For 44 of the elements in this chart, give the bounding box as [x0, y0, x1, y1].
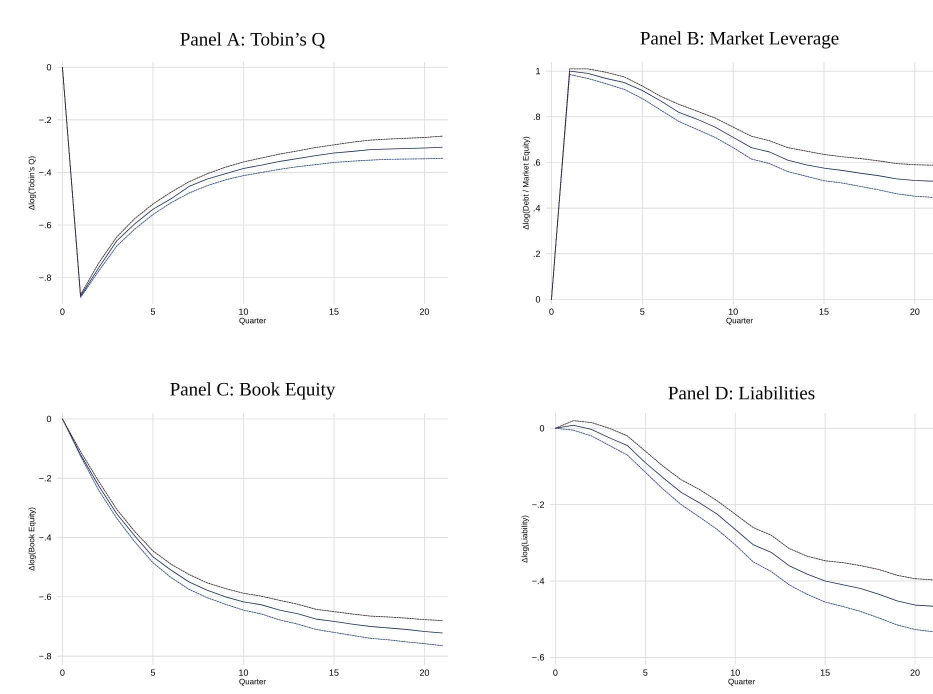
- x-tick-label: 15: [330, 670, 339, 676]
- y-tick-label: .8: [534, 114, 540, 120]
- x-tick-label: 10: [730, 670, 740, 676]
- x-tick-label: 20: [420, 670, 430, 676]
- chart-title: Panel D: Liabilities: [668, 386, 814, 400]
- y-tick-label: .4: [534, 205, 540, 212]
- y-tick-label: 1: [536, 68, 540, 74]
- y-tick-label: −.6: [39, 222, 52, 228]
- y-tick-label: −.6: [39, 594, 52, 600]
- x-tick-label: 5: [150, 670, 156, 676]
- y-tick-label: −.4: [532, 578, 544, 584]
- y-tick-label: 0: [536, 296, 540, 303]
- chart-title: Panel A: Tobin’s Q: [180, 32, 325, 49]
- y-tick-label: −.4: [39, 169, 52, 176]
- y-tick-label: 0: [46, 64, 52, 70]
- x-tick-label: 10: [239, 670, 248, 676]
- x-tick-label: 15: [820, 308, 829, 315]
- y-tick-label: .2: [534, 250, 540, 257]
- x-tick-label: 15: [820, 670, 830, 676]
- y-tick-label: −.2: [39, 116, 52, 123]
- x-tick-label: 20: [910, 670, 920, 676]
- x-tick-label: 10: [728, 308, 738, 315]
- y-tick-label: −.2: [532, 501, 544, 508]
- chart-title: Panel C: Book Equity: [170, 382, 336, 400]
- x-tick-label: 0: [60, 670, 65, 676]
- y-tick-label: 0: [540, 425, 544, 432]
- x-tick-label: 15: [330, 308, 339, 315]
- y-tick-label: 0: [46, 416, 52, 422]
- y-tick-label: .6: [534, 159, 540, 166]
- y-tick-label: −.6: [532, 654, 544, 661]
- x-tick-label: 0: [549, 308, 554, 315]
- y-tick-label: −.8: [39, 652, 52, 660]
- x-tick-label: 20: [420, 308, 430, 315]
- x-tick-label: 10: [239, 308, 248, 315]
- chart-title: Panel B: Market Leverage: [640, 31, 838, 48]
- x-tick-label: 5: [150, 308, 156, 315]
- y-tick-label: −.8: [39, 274, 52, 281]
- x-tick-label: 0: [60, 308, 65, 315]
- x-tick-label: 5: [640, 308, 644, 315]
- x-tick-label: 20: [910, 308, 920, 315]
- y-tick-label: −.4: [39, 534, 52, 541]
- y-tick-label: −.2: [39, 475, 52, 482]
- x-tick-label: 0: [553, 670, 558, 676]
- x-tick-label: 5: [643, 670, 648, 676]
